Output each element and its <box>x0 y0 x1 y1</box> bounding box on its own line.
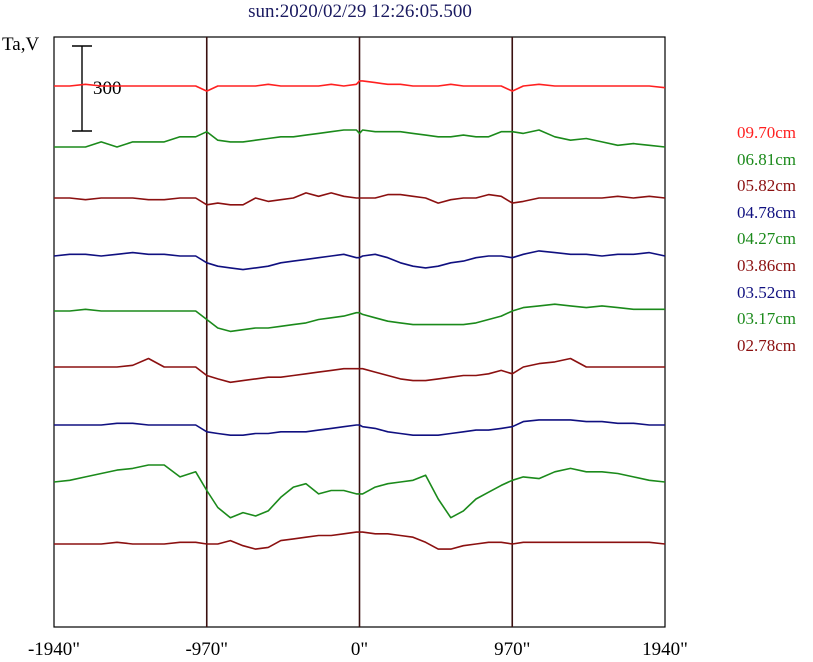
legend-entry-1: 06.81cm <box>737 149 797 169</box>
legend-entry-8: 02.78cm <box>737 335 797 355</box>
chart-title: sun:2020/02/29 12:26:05.500 <box>248 1 472 22</box>
y-axis-label: Ta,V <box>2 34 39 55</box>
legend-entry-7: 03.17cm <box>737 309 797 329</box>
legend-entry-6: 03.52cm <box>737 282 797 302</box>
legend-entry-2: 05.82cm <box>737 176 797 196</box>
x-tick-label-4: 1940" <box>642 639 688 660</box>
x-tick-label-0: -1940" <box>28 639 80 660</box>
series-line-09-70cm <box>54 80 666 92</box>
scale-bar-label: 300 <box>93 78 122 99</box>
series-line-05-82cm <box>54 192 666 206</box>
legend-entry-0: 09.70cm <box>737 123 797 142</box>
legend-entry-4: 04.27cm <box>737 229 797 249</box>
scale-bar: 300 <box>72 45 122 132</box>
legend: 09.70cm 06.81cm 05.82cm 04.78cm 04.27cm 03.86… <box>737 120 796 359</box>
x-tick-label-1: -970" <box>185 639 228 660</box>
x-tick-label-2: 0" <box>351 639 368 660</box>
series-line-06-81cm <box>54 129 666 148</box>
vertical-lines <box>205 37 514 627</box>
series-line-02-78cm <box>54 531 666 550</box>
series-line-04-27cm <box>54 303 665 333</box>
series-line-04-78cm <box>53 250 666 271</box>
x-tick-label-3: 970" <box>494 639 530 660</box>
series-line-03-52cm <box>54 419 665 437</box>
series-group <box>53 80 666 550</box>
x-tick-labels: -1940" -970" 0" 970" 1940" <box>28 639 688 660</box>
legend-entry-3: 04.78cm <box>737 202 797 222</box>
series-line-03-86cm <box>54 357 665 384</box>
series-line-03-17cm <box>53 464 666 519</box>
legend-entry-5: 03.86cm <box>737 255 797 275</box>
